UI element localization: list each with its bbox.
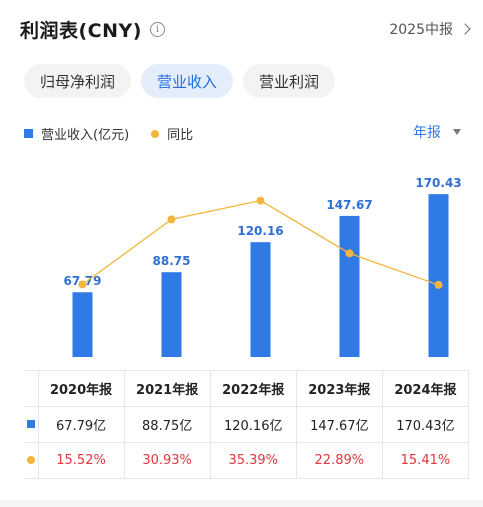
table-header-cell: 2020年报 <box>37 370 125 407</box>
legend-bar-swatch <box>24 129 33 138</box>
info-icon[interactable]: i <box>149 21 165 37</box>
table-cell: 30.93% <box>123 442 211 479</box>
table-cell: 170.43亿 <box>381 406 470 443</box>
caret-down-icon <box>453 129 461 135</box>
legend-bar-label: 营业收入(亿元) <box>41 128 130 143</box>
table-cell: 147.67亿 <box>295 406 383 443</box>
yoy-growth-point[interactable] <box>167 215 176 224</box>
revenue-marker <box>26 420 35 428</box>
table-header-cell: 2021年报 <box>123 370 211 407</box>
bar-value-label: 147.67 <box>326 198 372 212</box>
revenue-bar[interactable] <box>250 242 271 357</box>
revenue-bar[interactable] <box>339 215 360 357</box>
table-corner-cell <box>24 370 39 407</box>
growth-marker <box>26 456 35 464</box>
table-cell: 15.52% <box>37 442 125 479</box>
table-row-revenue: 67.79亿 88.75亿 120.16亿 147.67亿 170.43亿 <box>24 406 470 443</box>
table-header-cell: 2024年报 <box>381 370 470 407</box>
revenue-bar[interactable] <box>428 194 449 357</box>
tab-operating-profit[interactable]: 营业利润 <box>243 64 336 98</box>
bar-value-label: 120.16 <box>237 224 283 238</box>
revenue-bar[interactable] <box>72 292 93 357</box>
bar-value-label: 88.75 <box>153 254 191 268</box>
table-header-cell: 2022年报 <box>209 370 297 407</box>
table-cell: 15.41% <box>381 442 470 479</box>
legend-line-label: 同比 <box>167 128 194 143</box>
table-cell: 22.89% <box>295 442 383 479</box>
table-cell: 67.79亿 <box>37 406 125 443</box>
revenue-marker-cell <box>24 406 39 443</box>
chart-legend: 营业收入(亿元) 同比 <box>24 124 193 143</box>
legend-line-swatch <box>151 129 160 138</box>
yoy-growth-point[interactable] <box>434 280 443 289</box>
chevron-right-icon <box>459 23 471 35</box>
yoy-growth-point[interactable] <box>345 249 354 258</box>
table-row-growth: 15.52% 30.93% 35.39% 22.89% 15.41% <box>24 442 470 479</box>
bar-value-label: 170.43 <box>415 176 461 190</box>
growth-marker-cell <box>24 442 39 479</box>
frequency-label: 年报 <box>413 125 441 141</box>
data-table: 2020年报 2021年报 2022年报 2023年报 2024年报 67.79… <box>24 370 470 479</box>
table-header-row: 2020年报 2021年报 2022年报 2023年报 2024年报 <box>24 370 470 407</box>
tab-net-profit[interactable]: 归母净利润 <box>24 64 132 98</box>
table-cell: 35.39% <box>209 442 297 479</box>
yoy-growth-point[interactable] <box>78 280 87 289</box>
period-label: 2025中报 <box>389 22 453 38</box>
table-cell: 120.16亿 <box>209 406 297 443</box>
tab-revenue[interactable]: 营业收入 <box>141 64 234 98</box>
table-cell: 88.75亿 <box>123 406 211 443</box>
page-title: 利润表(CNY) <box>20 19 142 42</box>
metric-tabs: 归母净利润 营业收入 营业利润 <box>24 64 336 98</box>
revenue-bar[interactable] <box>161 272 182 357</box>
period-selector[interactable]: 2025中报 <box>389 19 471 39</box>
card-header: 利润表(CNY) i 2025中报 <box>20 14 471 44</box>
frequency-dropdown[interactable]: 年报 <box>413 122 461 142</box>
yoy-growth-point[interactable] <box>256 196 265 205</box>
table-header-cell: 2023年报 <box>295 370 383 407</box>
